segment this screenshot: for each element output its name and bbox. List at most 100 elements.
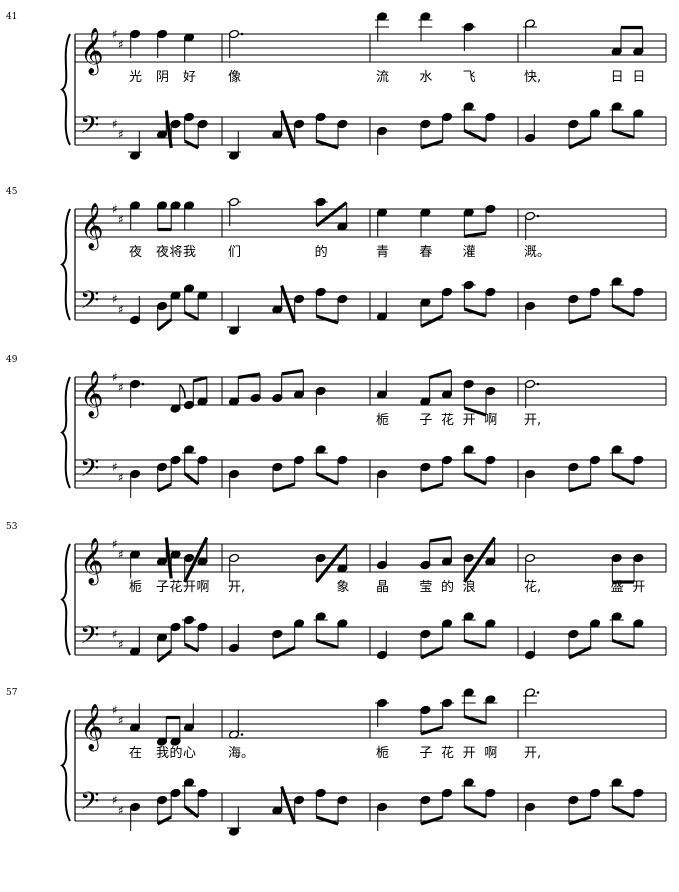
treble-clef-icon: 𝄞 [80, 704, 104, 752]
lyric: 栀 [129, 580, 142, 595]
lyric: 流 [376, 70, 389, 85]
beam [272, 646, 296, 660]
beam [315, 472, 339, 486]
lyric: 花 [441, 745, 454, 761]
lyric: 象 [336, 580, 349, 595]
brace-icon [60, 543, 71, 656]
lyric: 的 [441, 579, 454, 595]
lyric: 春 [419, 245, 432, 260]
lyric: 光 [129, 70, 142, 85]
measure-number: 41 [6, 12, 17, 22]
beam [611, 472, 635, 486]
beam [429, 535, 452, 543]
brace-icon [60, 33, 71, 146]
key-signature-sharp-icon: ♯ [112, 292, 118, 306]
beam [164, 110, 173, 149]
lyric: 浪 [463, 580, 476, 595]
beam [420, 815, 444, 826]
lyric: 我 [183, 245, 196, 260]
brace-icon [60, 208, 71, 321]
lyric: 阴 [156, 70, 169, 85]
lyric: 盛 [611, 580, 624, 595]
key-signature-sharp-icon: ♯ [112, 202, 118, 216]
beam [183, 805, 200, 819]
lyric: 开, [524, 413, 541, 428]
lyric: 花 [441, 412, 454, 428]
beam [463, 714, 487, 726]
lyric: 我 [156, 746, 169, 761]
beam [280, 109, 297, 149]
dot [536, 214, 540, 218]
key-signature-sharp-icon: ♯ [118, 381, 124, 395]
beam [183, 472, 200, 486]
lyric: 夜 [129, 245, 142, 260]
lyric: 开 [463, 413, 476, 428]
beam [568, 482, 592, 493]
beam [420, 314, 444, 328]
dot [141, 382, 145, 386]
lyric: 莹 [419, 580, 432, 595]
lyric: 栀 [376, 746, 389, 761]
beam [420, 139, 444, 150]
lyric: 开 [183, 580, 196, 595]
beam [611, 805, 635, 819]
bass-clef-icon: 𝄢 [80, 286, 99, 321]
key-signature-sharp-icon: ♯ [112, 460, 118, 474]
key-signature-sharp-icon: ♯ [118, 213, 124, 227]
key-signature-sharp-icon: ♯ [112, 793, 118, 807]
beam [611, 638, 635, 650]
measure-number: 53 [6, 522, 18, 532]
system: 53𝄞 ♯♯𝄢 ♯♯栀子花开啊开, 象晶莹的浪花, 盛开 [6, 522, 667, 663]
lyric: 将 [170, 245, 183, 260]
dot [240, 733, 244, 736]
beam [463, 536, 496, 583]
lyric: 心 [183, 746, 196, 761]
dot [536, 382, 540, 386]
lyric: 在 [129, 746, 142, 761]
beam [463, 805, 487, 819]
system: 45𝄞 ♯♯𝄢 ♯♯夜夜将我们的青春灌溉。 [6, 187, 667, 335]
brace-icon [60, 376, 71, 489]
system: 41𝄞 ♯♯𝄢 ♯♯光阴好像流水飞快, 日日 [6, 12, 667, 160]
beam [429, 368, 452, 380]
beam [156, 649, 173, 663]
beam [315, 815, 339, 826]
key-signature-sharp-icon: ♯ [112, 370, 118, 384]
lyric: 们 [228, 245, 241, 260]
beam [568, 136, 592, 150]
beam [463, 638, 487, 650]
key-signature-sharp-icon: ♯ [118, 303, 124, 317]
beam [156, 815, 172, 826]
beam [568, 314, 592, 325]
beam [463, 129, 487, 143]
beam [183, 642, 199, 653]
lyric: 好 [183, 70, 196, 85]
beam [315, 543, 348, 584]
beam [192, 375, 208, 383]
lyric: 啊 [484, 413, 497, 428]
beam [463, 307, 487, 318]
brace-icon [60, 709, 71, 822]
beam [183, 139, 199, 150]
beam [568, 646, 592, 660]
beam [183, 536, 209, 583]
beam [156, 318, 173, 332]
lyric: 飞 [463, 70, 476, 85]
lyric: 开 [463, 746, 476, 761]
lyric: 像 [228, 70, 241, 85]
key-signature-sharp-icon: ♯ [112, 703, 118, 717]
key-signature-sharp-icon: ♯ [118, 471, 124, 485]
key-signature-sharp-icon: ♯ [112, 117, 118, 131]
measure-number: 45 [6, 187, 18, 197]
lyric: 快, [524, 70, 541, 85]
beam [238, 372, 261, 380]
lyric: 子 [156, 580, 169, 595]
bass-clef-icon: 𝄢 [80, 787, 99, 822]
beam [272, 482, 296, 493]
system: 49𝄞 ♯♯𝄢 ♯♯栀子花开啊开, [6, 355, 667, 498]
lyric: 开 [632, 580, 645, 595]
lyric: 青 [376, 245, 389, 260]
lyric: 日 [632, 70, 645, 85]
beam [463, 406, 487, 417]
